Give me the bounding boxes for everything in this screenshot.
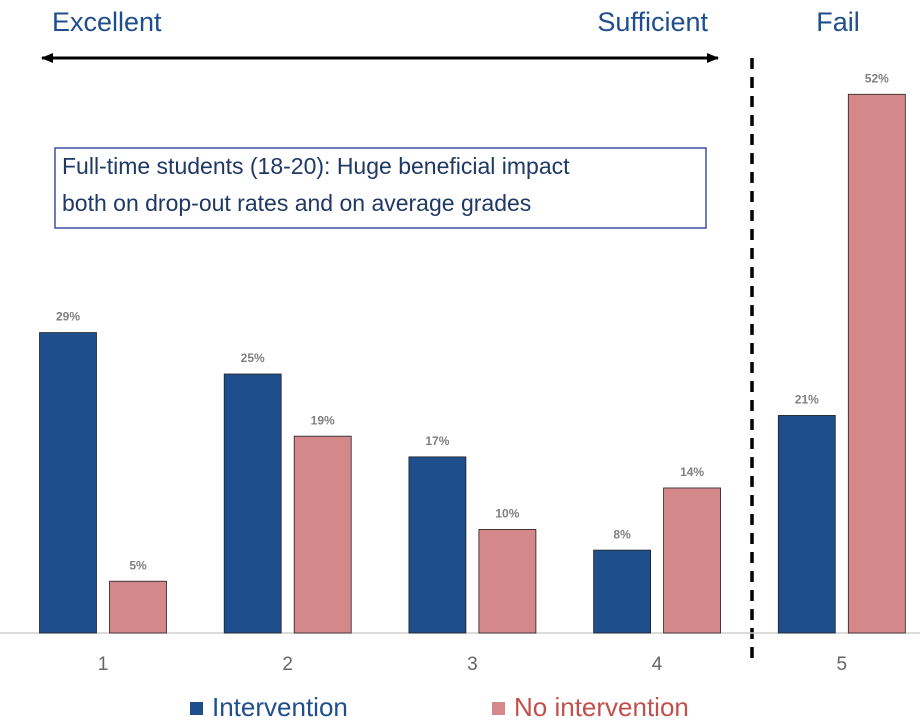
note-text: both on drop-out rates and on average gr…	[62, 190, 531, 216]
x-tick-label: 3	[467, 654, 478, 675]
x-tick-label: 4	[652, 654, 663, 675]
data-label: 17%	[425, 434, 449, 448]
data-label: 14%	[680, 465, 704, 479]
data-label: 25%	[241, 351, 265, 365]
data-label: 21%	[795, 393, 819, 407]
legend-swatch	[492, 702, 505, 715]
annotation: Fail	[816, 7, 860, 37]
annotation: Excellent	[52, 7, 162, 37]
bar	[663, 487, 721, 634]
legend-swatch	[190, 702, 203, 715]
bar	[293, 435, 352, 634]
note-box	[54, 147, 707, 229]
data-label: 19%	[311, 413, 335, 427]
legend-label: No intervention	[514, 692, 689, 722]
data-label: 10%	[495, 507, 519, 521]
bar	[478, 529, 537, 634]
bar	[847, 93, 906, 634]
data-label: 8%	[613, 527, 631, 541]
x-tick-label: 5	[837, 654, 848, 675]
bar	[223, 373, 282, 634]
note-text: Full-time students (18-20): Huge benefic…	[62, 153, 570, 179]
data-label: 52%	[865, 71, 889, 85]
bar	[39, 332, 97, 634]
bar	[777, 415, 836, 634]
bar	[109, 580, 167, 634]
legend-label: Intervention	[212, 692, 348, 722]
data-label: 5%	[129, 558, 147, 572]
bar	[408, 456, 467, 634]
bar	[593, 549, 651, 634]
data-label: 29%	[56, 310, 80, 324]
x-tick-label: 2	[282, 654, 293, 675]
annotation: Sufficient	[597, 7, 708, 37]
x-tick-label: 1	[98, 654, 109, 675]
